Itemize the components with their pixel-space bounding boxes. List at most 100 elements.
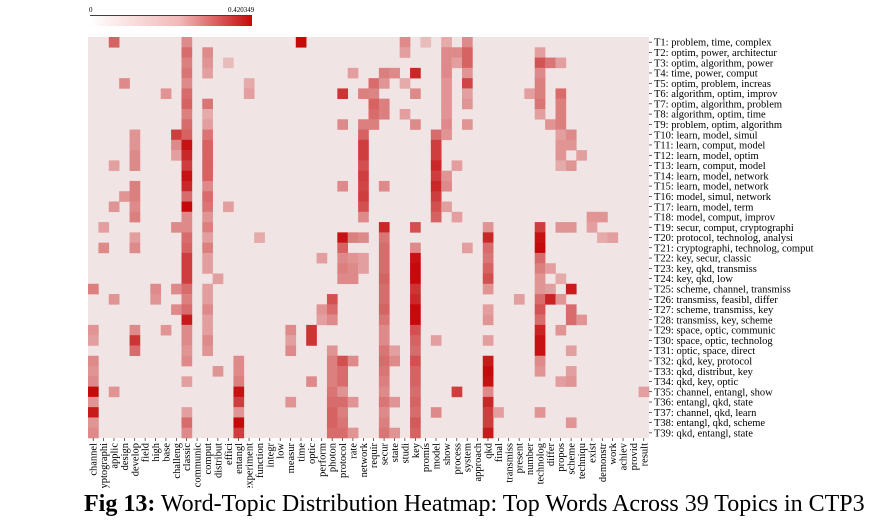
heatmap-cell [233,366,245,377]
x-tick-label: entangl [234,443,245,474]
heatmap-cell [202,191,213,202]
x-tick-label: effici [224,443,235,465]
heatmap-cell [534,108,546,120]
y-tick-label: T5: optim, problem, increas [654,79,771,90]
heatmap-cell [555,150,567,161]
heatmap-cell [441,201,452,213]
heatmap-cell [88,396,99,408]
x-tick-label: network [359,442,370,477]
x-tick-label: cryptographi [99,443,110,488]
heatmap-cell [555,160,567,171]
heatmap-cell [565,366,577,377]
heatmap-cell [482,242,494,254]
heatmap-cell [378,263,390,274]
heatmap-cell [430,180,442,192]
heatmap-cell [378,294,390,305]
heatmap-cell [378,407,390,418]
heatmap-cell [441,170,452,182]
heatmap-cell [326,407,338,418]
heatmap-cell [482,427,494,439]
heatmap-cell [326,304,338,315]
heatmap-cell [347,252,359,264]
heatmap-cell [493,407,504,418]
heatmap-cell [534,294,546,305]
x-tick-label: key [411,442,422,458]
x-tick-label: distribut [213,443,224,478]
heatmap-cell [462,57,473,69]
heatmap-cell [378,386,390,398]
colorbar-min-label: 0 [89,6,93,14]
x-tick-label: measur [286,443,297,474]
heatmap-cell [462,98,473,110]
heatmap-cell [482,407,494,418]
heatmap-cell [597,211,608,223]
y-tick-label: T4: time, power, comput [654,69,758,80]
heatmap-cell [378,376,390,387]
x-tick-label: photon [328,442,339,472]
heatmap-cell [555,294,567,305]
heatmap-cell [378,232,390,243]
heatmap-cell [181,273,193,285]
x-tick-label: integr [265,443,276,468]
heatmap-cell [462,119,473,130]
heatmap-cell [482,376,494,387]
heatmap-cell [410,345,421,357]
x-tick-label: final [494,443,505,462]
heatmap-cell [378,180,390,192]
heatmap-cell [337,273,349,285]
x-tick-label: qkd [483,442,494,459]
heatmap-cell [534,242,546,254]
heatmap-cell [285,345,297,357]
heatmap-cell [212,366,224,377]
x-tick-label: communic [193,443,204,488]
heatmap-cell [389,345,400,357]
heatmap-cell [347,396,359,408]
heatmap-cell [534,345,546,357]
heatmap-cell [399,37,411,48]
heatmap-cell [555,88,567,99]
x-tick-label: optic [307,443,318,464]
heatmap-cell [482,366,494,377]
heatmap-cell [326,427,338,439]
heatmap-cell [378,283,390,295]
heatmap-cell [534,273,546,285]
heatmap-cell [202,98,213,110]
heatmap-cell [181,191,193,202]
heatmap-cell [534,88,546,99]
heatmap-cell [482,283,494,295]
y-tick-label: T35: channel, entangl, show [654,387,773,398]
heatmap-cell [410,252,421,264]
heatmap-cell [243,78,255,89]
heatmap-cell [181,201,193,213]
heatmap-cell [181,37,193,48]
heatmap-cell [565,345,577,357]
heatmap-cell [337,242,349,254]
heatmap-cell [451,386,463,398]
heatmap-cell [441,98,452,110]
heatmap-cell [233,417,245,429]
y-tick-label: T34: qkd, key, optic [654,377,739,388]
heatmap-cell [337,263,349,274]
heatmap-cell [358,170,369,182]
heatmap-cell [337,427,349,439]
x-tick-label: differ [546,443,557,467]
heatmap-cell [534,324,546,336]
heatmap-cell [181,314,193,326]
heatmap-cell [555,273,567,285]
heatmap-cell [285,335,297,346]
y-tick-label: T39: qkd, entangl, state [654,428,753,439]
heatmap-cell [181,355,193,367]
heatmap-cell [285,324,297,336]
heatmap-cell [181,242,193,254]
heatmap-cell [399,78,411,89]
heatmap-cell [368,108,380,120]
heatmap-cell [347,67,359,79]
heatmap-cell [181,407,193,418]
heatmap-cell [233,386,245,398]
heatmap-cell [181,252,193,264]
heatmap-cell [306,324,317,336]
heatmap-cell [534,98,546,110]
heatmap-cell [358,88,369,99]
y-tick-label: T28: transmiss, key, scheme [654,315,773,326]
